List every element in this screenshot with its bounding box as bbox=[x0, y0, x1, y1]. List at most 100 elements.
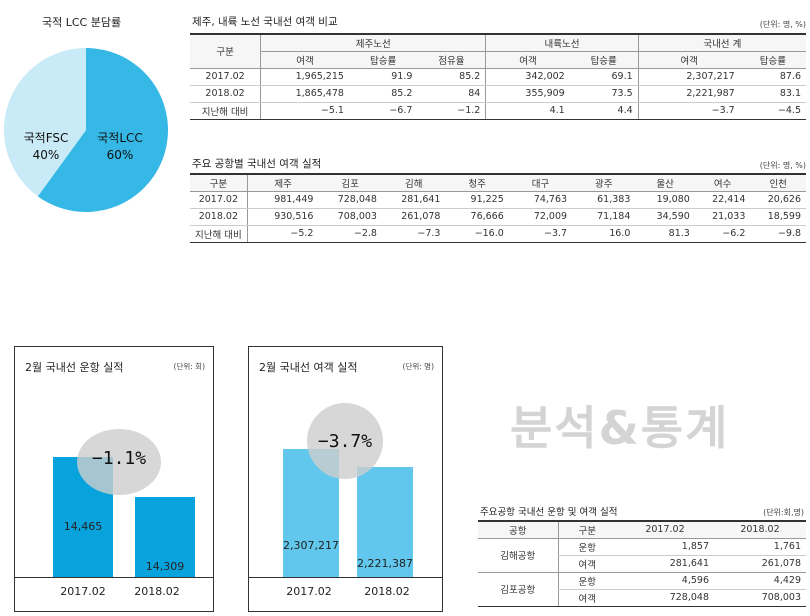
table1-subheader: 탑승률 bbox=[348, 51, 418, 69]
table3-header: 2018.02 bbox=[714, 520, 806, 539]
table-row: 김해공항 운항 1,857 1,761 bbox=[478, 538, 806, 573]
bar-value-label: 2,307,217 bbox=[283, 539, 339, 552]
table-cell: 261,078 bbox=[381, 208, 446, 226]
table-cell: 4.1 bbox=[485, 102, 570, 120]
x-axis-label: 2017.02 bbox=[286, 585, 332, 598]
change-value: −3.7% bbox=[317, 431, 373, 452]
table-cell: 342,002 bbox=[485, 68, 570, 86]
table-cell: 1,761 bbox=[714, 538, 806, 556]
pie-slice-lcc-label: 국적LCC bbox=[97, 131, 143, 145]
table-cell: −5.1 bbox=[260, 102, 349, 120]
table2-header: 인천 bbox=[750, 173, 806, 192]
table2-header: 청주 bbox=[445, 173, 509, 192]
table-cell: 18,599 bbox=[750, 208, 806, 226]
table-cell: 355,909 bbox=[485, 85, 570, 103]
table3: 공항 구분 2017.02 2018.02 김해공항 운항 1,857 1,76… bbox=[478, 520, 806, 607]
table-cell: 16.0 bbox=[572, 225, 636, 243]
table-row-label: 2018.02 bbox=[190, 85, 261, 103]
table1-header-jeju: 제주노선 bbox=[260, 33, 486, 52]
table3-header: 공항 bbox=[478, 520, 558, 539]
table-cell: 2,307,217 bbox=[637, 68, 740, 86]
table-group-label: 김포공항 bbox=[478, 572, 558, 607]
table1-subheader: 점유율 bbox=[417, 51, 486, 69]
table-cell: 20,626 bbox=[750, 191, 806, 209]
bar-value-label: 14,465 bbox=[63, 520, 103, 533]
table-row: 여객 281,641 261,078 bbox=[478, 555, 806, 573]
table-cell: 84 bbox=[417, 85, 486, 103]
change-value: −1.1% bbox=[91, 448, 147, 469]
table-cell: 930,516 bbox=[246, 208, 319, 226]
table2-unit: (단위: 명, %) bbox=[759, 161, 806, 170]
table-cell: 87.6 bbox=[739, 68, 806, 86]
chart-baseline bbox=[249, 577, 442, 578]
flights-chart-box: 2월 국내선 운항 실적 (단위: 회) 14,465 14,309 −1.1%… bbox=[14, 346, 214, 612]
table-cell: 74,763 bbox=[508, 191, 573, 209]
table-row: 지난해 대비 −5.2 −2.8 −7.3 −16.0 −3.7 16.0 81… bbox=[190, 225, 806, 243]
passengers-chart-unit: (단위: 명) bbox=[402, 362, 434, 371]
table3-header: 구분 bbox=[557, 520, 616, 539]
chart-baseline bbox=[15, 577, 213, 578]
table-cell: 1,865,478 bbox=[260, 85, 349, 103]
x-axis-label: 2017.02 bbox=[60, 585, 106, 598]
table3-title: 주요공항 국내선 운항 및 여객 실적 bbox=[480, 507, 618, 518]
table-cell: 728,048 bbox=[616, 589, 714, 607]
table-cell: −2.8 bbox=[318, 225, 382, 243]
table-cell: 76,666 bbox=[445, 208, 509, 226]
table-cell: −16.0 bbox=[445, 225, 509, 243]
pie-slice-lcc bbox=[37, 48, 169, 213]
bar: 14,309 bbox=[135, 497, 195, 577]
table1: 구분 제주노선 내륙노선 국내선 계 여객 탑승률 점유율 여객 탑승률 여객 … bbox=[190, 33, 806, 120]
table-cell: 22,414 bbox=[694, 191, 751, 209]
table-cell: 281,641 bbox=[616, 555, 714, 573]
table-cell: 1,965,215 bbox=[260, 68, 349, 86]
bar-value-label: 14,309 bbox=[145, 560, 185, 574]
pie-slice-fsc bbox=[4, 48, 86, 197]
table-row-label: 지난해 대비 bbox=[190, 102, 261, 120]
table-row-label: 운항 bbox=[557, 538, 616, 556]
table2-title: 주요 공항별 국내선 여객 실적 bbox=[192, 158, 322, 170]
table-row-label: 지난해 대비 bbox=[190, 225, 248, 243]
table-cell: 19,080 bbox=[635, 191, 695, 209]
table-cell: 4,429 bbox=[714, 572, 806, 590]
table1-subheader: 여객 bbox=[260, 51, 349, 69]
x-axis-label: 2018.02 bbox=[364, 585, 410, 598]
table3-header: 2017.02 bbox=[616, 520, 714, 539]
table-cell: 71,184 bbox=[572, 208, 636, 226]
table-row-label: 여객 bbox=[557, 555, 616, 573]
table-row: 2018.02 930,516 708,003 261,078 76,666 7… bbox=[190, 208, 806, 226]
pie-slice-lcc-percent: 60% bbox=[107, 148, 134, 162]
table1-subheader: 여객 bbox=[485, 51, 570, 69]
table-row-label: 2017.02 bbox=[190, 68, 261, 86]
watermark-text: 분석&통계 bbox=[510, 401, 730, 455]
table2-header: 김해 bbox=[381, 173, 446, 192]
table1-subheader: 여객 bbox=[637, 51, 740, 69]
table-cell: 34,590 bbox=[635, 208, 695, 226]
passengers-chart-title: 2월 국내선 여객 실적 bbox=[259, 361, 358, 374]
table1-subheader: 탑승률 bbox=[569, 51, 639, 69]
table-cell: −3.7 bbox=[637, 102, 740, 120]
flights-chart-title: 2월 국내선 운항 실적 bbox=[25, 361, 124, 374]
table-cell: 83.1 bbox=[739, 85, 806, 103]
table-cell: 4,596 bbox=[616, 572, 714, 590]
table-cell: 2,221,987 bbox=[637, 85, 740, 103]
table-cell: 72,009 bbox=[508, 208, 573, 226]
table-cell: 81.3 bbox=[635, 225, 695, 243]
table-row: 2017.02 1,965,215 91.9 85.2 342,002 69.1… bbox=[190, 68, 806, 86]
table-cell: −9.8 bbox=[750, 225, 806, 243]
change-badge bbox=[307, 403, 383, 479]
table2-header: 울산 bbox=[635, 173, 695, 192]
table3-unit: (단위:회,명) bbox=[763, 508, 804, 517]
table-cell: 85.2 bbox=[348, 85, 418, 103]
table1-header-inland: 내륙노선 bbox=[485, 33, 639, 52]
table-cell: 21,033 bbox=[694, 208, 751, 226]
table2-header: 광주 bbox=[572, 173, 636, 192]
table-cell: −5.2 bbox=[246, 225, 319, 243]
table-cell: −6.7 bbox=[348, 102, 418, 120]
table-cell: 1,857 bbox=[616, 538, 714, 556]
table-cell: 4.4 bbox=[569, 102, 639, 120]
table2-header: 대구 bbox=[508, 173, 573, 192]
table1-title: 제주, 내륙 노선 국내선 여객 비교 bbox=[192, 16, 338, 28]
table2-header: 제주 bbox=[246, 173, 319, 192]
table-row: 지난해 대비 −5.1 −6.7 −1.2 4.1 4.4 −3.7 −4.5 bbox=[190, 102, 806, 120]
table-cell: 61,383 bbox=[572, 191, 636, 209]
